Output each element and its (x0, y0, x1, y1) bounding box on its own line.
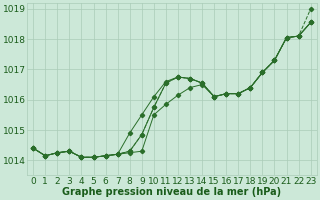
X-axis label: Graphe pression niveau de la mer (hPa): Graphe pression niveau de la mer (hPa) (62, 187, 282, 197)
